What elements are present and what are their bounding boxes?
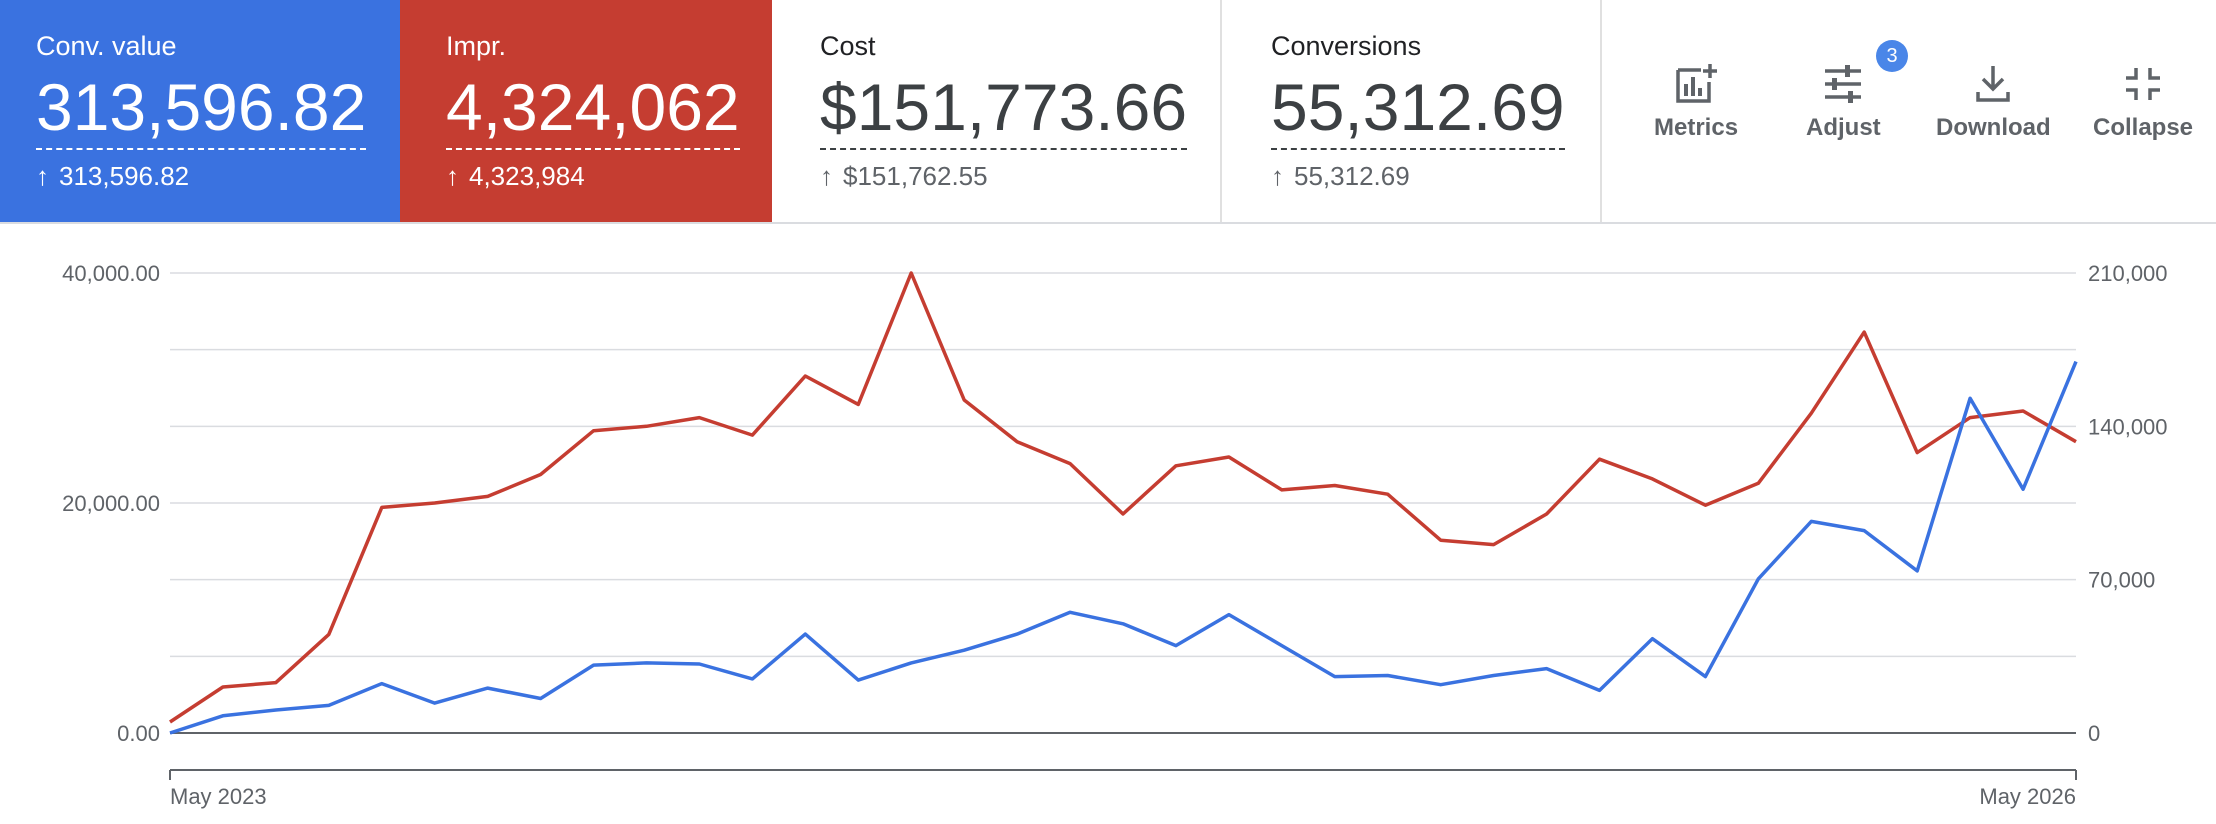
chart-grid — [170, 272, 2076, 734]
scorecard-cost[interactable]: Cost $151,773.66 ↑ $151,762.55 — [772, 0, 1222, 222]
metrics-icon — [1676, 64, 1718, 103]
performance-chart: 40,000.00 20,000.00 0.00 210,000 140,000 70,… — [62, 261, 2168, 809]
scorecard-delta-value: 4,323,984 — [469, 161, 585, 191]
arrow-up-icon: ↑ — [1271, 161, 1284, 191]
scorecard-label: Conv. value — [36, 31, 177, 61]
scorecard-value: 313,596.82 — [36, 68, 367, 150]
scorecard-label: Cost — [820, 31, 876, 61]
download-button[interactable]: Download — [1936, 62, 2051, 142]
arrow-up-icon: ↑ — [820, 161, 833, 191]
y-left-tick-label: 0.00 — [117, 721, 160, 746]
adjust-count-badge: 3 — [1876, 40, 1908, 72]
y-right-tick-label: 140,000 — [2088, 414, 2168, 439]
metrics-label: Metrics — [1654, 114, 1739, 141]
series-line-conv-value — [169, 360, 2078, 735]
y-right-tick-label: 0 — [2088, 721, 2100, 746]
left-axis-ticks: 40,000.00 20,000.00 0.00 — [62, 261, 160, 746]
scorecard-delta: ↑ 313,596.82 — [36, 160, 400, 192]
scorecard-value: 55,312.69 — [1271, 68, 1565, 150]
y-left-tick-label: 40,000.00 — [62, 261, 160, 286]
tune-icon — [1825, 65, 1862, 103]
scorecard-value: 4,324,062 — [446, 68, 740, 150]
scorecard-delta: ↑ $151,762.55 — [820, 160, 1220, 192]
x-tick-label-end: May 2026 — [1979, 784, 2076, 809]
collapse-label: Collapse — [2093, 114, 2194, 141]
collapse-button[interactable]: Collapse — [2093, 62, 2193, 142]
y-right-tick-label: 210,000 — [2088, 261, 2168, 286]
scorecard-label: Impr. — [446, 31, 507, 61]
scorecard-label: Conversions — [1271, 31, 1422, 61]
scorecard-value: $151,773.66 — [820, 68, 1188, 150]
y-left-tick-label: 20,000.00 — [62, 491, 160, 516]
arrow-up-icon: ↑ — [36, 161, 49, 191]
scorecard-delta-value: 55,312.69 — [1294, 161, 1410, 191]
series-line-impressions — [169, 271, 2077, 724]
x-tick-label-start: May 2023 — [170, 784, 267, 809]
collapse-icon — [2126, 68, 2161, 100]
scorecard-conv-value[interactable]: Conv. value 313,596.82 ↑ 313,596.82 — [0, 0, 400, 222]
download-label: Download — [1936, 114, 2051, 141]
download-icon — [1976, 66, 2011, 102]
y-right-tick-label: 70,000 — [2088, 568, 2155, 593]
scorecard-delta: ↑ 4,323,984 — [446, 160, 772, 192]
right-axis-ticks: 210,000 140,000 70,000 0 — [2088, 261, 2168, 746]
scorecard-delta-value: 313,596.82 — [59, 161, 190, 191]
adjust-button[interactable]: 3 Adjust — [1806, 40, 1908, 142]
scorecard-delta: ↑ 55,312.69 — [1271, 160, 1600, 192]
scorecard-conversions[interactable]: Conversions 55,312.69 ↑ 55,312.69 — [1222, 0, 1602, 222]
chart-series — [169, 271, 2078, 735]
arrow-up-icon: ↑ — [446, 161, 459, 191]
scorecard-impressions[interactable]: Impr. 4,324,062 ↑ 4,323,984 — [400, 0, 772, 222]
scorecard-bar: Conv. value 313,596.82 ↑ 313,596.82 Impr.… — [0, 0, 2216, 224]
adjust-label: Adjust — [1806, 114, 1881, 141]
metrics-button[interactable]: Metrics — [1654, 62, 1738, 142]
scorecard-delta-value: $151,762.55 — [843, 161, 988, 191]
